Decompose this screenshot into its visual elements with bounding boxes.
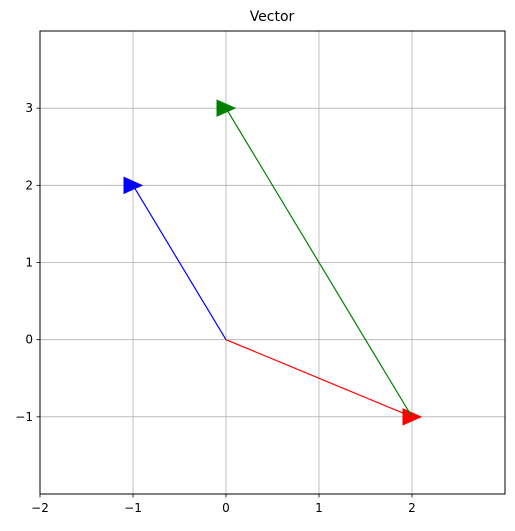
vector-line [225, 107, 413, 418]
x-tick-label: 0 [222, 501, 230, 515]
x-tick-label: −2 [31, 501, 49, 515]
y-tick-label: 2 [25, 178, 33, 192]
vector-arrows [123, 99, 423, 426]
axis-ticks: −2 −1 0 1 2 −1 0 1 2 3 [15, 101, 416, 515]
x-tick-label: 1 [315, 501, 323, 515]
y-tick-label: 1 [25, 256, 33, 270]
vector-line [225, 339, 413, 418]
y-tick-label: −1 [15, 410, 33, 424]
vector-arrowhead [123, 176, 144, 195]
x-tick-label: −1 [124, 501, 142, 515]
x-tick-label: 2 [408, 501, 416, 515]
vector-arrowhead [216, 99, 237, 117]
chart-title: Vector [250, 9, 295, 25]
y-tick-label: 0 [25, 333, 33, 347]
vector-line [132, 185, 227, 340]
y-tick-label: 3 [25, 101, 33, 115]
